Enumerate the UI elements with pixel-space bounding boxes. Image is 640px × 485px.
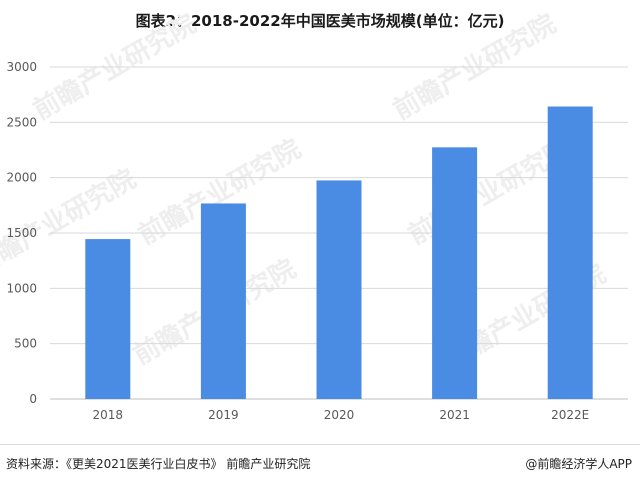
source-note: 资料来源：《更美2021医美行业白皮书》 前瞻产业研究院: [6, 457, 311, 471]
footer: 资料来源：《更美2021医美行业白皮书》 前瞻产业研究院 @前瞻经济学人APP: [0, 444, 640, 485]
bar: [547, 106, 593, 400]
bar: [432, 147, 478, 399]
y-tick-label: 0: [29, 392, 37, 406]
x-tick-label: 2021: [439, 408, 470, 422]
y-tick-label: 500: [14, 337, 37, 351]
x-tick-label: 2020: [324, 408, 355, 422]
bar: [200, 203, 246, 399]
app-credit: @前瞻经济学人APP: [525, 457, 632, 471]
bar: [316, 180, 362, 399]
y-tick-label: 2000: [6, 171, 37, 185]
bars: [85, 106, 593, 400]
y-axis: 0 500 1000 1500 2000 2500 3000: [6, 60, 37, 406]
y-tick-label: 1500: [6, 226, 37, 240]
x-tick-label: 2018: [93, 408, 124, 422]
chart-title: 图表2：2018-2022年中国医美市场规模(单位：亿元): [135, 12, 505, 30]
x-axis: 2018 2019 2020 2021 2022E: [93, 408, 590, 422]
x-tick-label: 2019: [208, 408, 239, 422]
y-tick-label: 3000: [6, 60, 37, 74]
bar: [85, 239, 131, 399]
y-tick-label: 1000: [6, 281, 37, 295]
x-tick-label: 2022E: [551, 408, 589, 422]
y-tick-label: 2500: [6, 115, 37, 129]
